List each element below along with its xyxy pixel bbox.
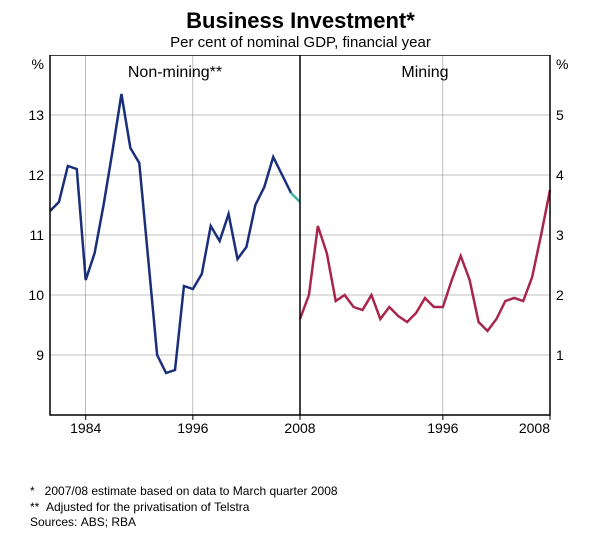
right-ytick-label: 4: [556, 167, 564, 183]
footnote-line: ** Adjusted for the privatisation of Tel…: [30, 500, 338, 516]
right-xtick-label: 2008: [519, 420, 550, 436]
footnote-line: * 2007/08 estimate based on data to Marc…: [30, 484, 338, 500]
left-ytick-label: 13: [28, 107, 44, 123]
left-ytick-label: 10: [28, 287, 44, 303]
footnote-line: Sources: ABS; RBA: [30, 515, 338, 531]
chart-subtitle: Per cent of nominal GDP, financial year: [0, 34, 601, 55]
right-panel-label: Mining: [401, 64, 448, 81]
right-ytick-label: 1: [556, 347, 564, 363]
left-ytick-label: 9: [36, 347, 44, 363]
left-xtick-label: 1996: [177, 420, 208, 436]
right-ytick-label: 2: [556, 287, 564, 303]
right-ytick-label: 3: [556, 227, 564, 243]
left-y-unit: %: [32, 56, 44, 72]
chart-container: Business Investment* Per cent of nominal…: [0, 0, 601, 543]
chart-title: Business Investment*: [0, 0, 601, 34]
left-ytick-label: 12: [28, 167, 44, 183]
left-xtick-label: 2008: [284, 420, 315, 436]
nonmining-forecast-line: [291, 193, 300, 202]
chart-plot-area: 91011121312345%%19841996200819962008Non-…: [0, 55, 601, 445]
left-xtick-label: 1984: [70, 420, 101, 436]
nonmining-line: [50, 94, 291, 373]
chart-footnotes: * 2007/08 estimate based on data to Marc…: [30, 484, 338, 531]
left-ytick-label: 11: [29, 227, 44, 243]
right-ytick-label: 5: [556, 107, 564, 123]
mining-line: [300, 190, 550, 331]
right-xtick-label: 1996: [427, 420, 458, 436]
left-panel-label: Non-mining**: [128, 64, 222, 81]
right-y-unit: %: [556, 56, 568, 72]
